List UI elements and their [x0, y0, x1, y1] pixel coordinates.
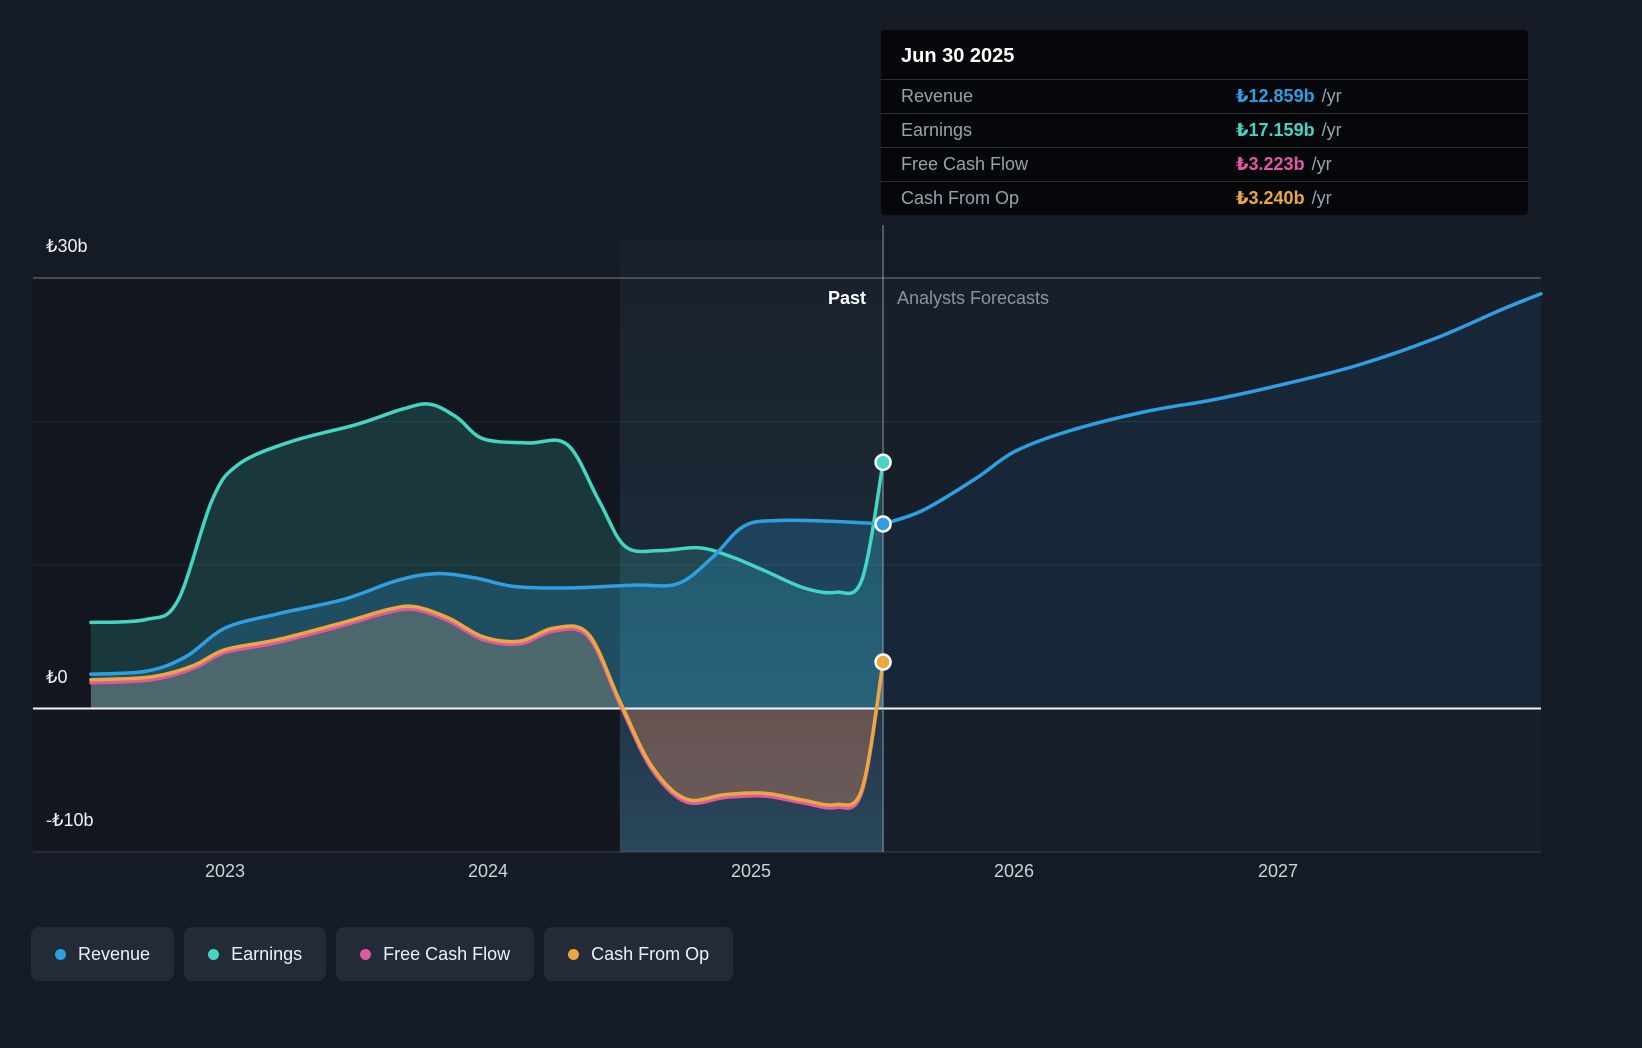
tooltip-revenue-label: Revenue — [901, 86, 974, 106]
past-zone-label: Past — [827, 288, 866, 308]
series-line-cash-from-op — [89, 604, 885, 807]
series-area-cash-from-op — [90, 606, 884, 806]
x-axis-label-2026: 2026 — [993, 861, 1035, 881]
tooltip-revenue-value: ₺12.859b — [1236, 86, 1315, 106]
forecast-zone-label: Analysts Forecasts — [897, 288, 1050, 308]
legend-item-free-cash-flow[interactable]: Free Cash Flow — [336, 927, 535, 981]
tooltip-revenue-suffix: /yr — [1321, 86, 1342, 106]
y-axis-label-0: ₺0 — [46, 667, 68, 687]
tooltip-cashop-suffix: /yr — [1311, 188, 1332, 208]
marker-cash-from-op[interactable] — [874, 653, 892, 671]
legend-item-cash-from-op[interactable]: Cash From Op — [544, 927, 734, 981]
x-axis-label-2024: 2024 — [467, 861, 509, 881]
past-region-bg — [33, 278, 620, 852]
series-area-revenue — [90, 520, 884, 709]
series-line-free-cash-flow — [89, 607, 885, 810]
series-line-earnings — [89, 402, 885, 625]
free-cash-flow-dot-icon — [360, 948, 372, 960]
y-axis-label-neg10b: -₺10b — [46, 810, 94, 830]
tooltip-earnings-suffix: /yr — [1321, 120, 1342, 140]
tooltip-row-earnings: Earnings ₺17.159b /yr — [881, 113, 1528, 147]
x-axis-label-2025: 2025 — [730, 861, 772, 881]
revenue-dot-icon — [55, 948, 66, 960]
tooltip-fcf-suffix: /yr — [1311, 154, 1332, 174]
tooltip-cashop-value: ₺3.240b — [1236, 188, 1305, 208]
series-area-revenue-forecast — [883, 293, 1541, 709]
series-area-earnings — [90, 403, 884, 709]
tooltip-row-revenue: Revenue ₺12.859b /yr — [881, 79, 1528, 113]
marker-revenue[interactable] — [874, 515, 892, 533]
x-axis-label-2023: 2023 — [204, 861, 246, 881]
cash-from-op-dot-icon — [568, 948, 580, 960]
highlight-band — [619, 240, 884, 852]
earnings-dot-icon — [208, 948, 220, 960]
y-axis-label-30b: ₺30b — [46, 236, 88, 256]
tooltip-row-free-cash-flow: Free Cash Flow ₺3.223b /yr — [881, 147, 1528, 181]
chart-legend: Revenue Earnings Free Cash Flow Cash Fro… — [31, 927, 734, 981]
tooltip-fcf-label: Free Cash Flow — [901, 154, 1029, 174]
tooltip-row-cash-from-op: Cash From Op ₺3.240b /yr — [881, 181, 1528, 215]
tooltip-earnings-value: ₺17.159b — [1236, 120, 1315, 140]
x-axis-label-2027: 2027 — [1257, 861, 1299, 881]
series-line-revenue — [89, 518, 885, 676]
tooltip-earnings-label: Earnings — [901, 120, 973, 140]
tooltip-date: Jun 30 2025 — [901, 45, 1015, 67]
legend-item-earnings[interactable]: Earnings — [184, 927, 327, 981]
legend-earnings-label: Earnings — [231, 943, 303, 964]
tooltip-cashop-label: Cash From Op — [901, 188, 1020, 208]
legend-revenue-label: Revenue — [78, 943, 151, 964]
legend-free-cash-flow-label: Free Cash Flow — [383, 943, 511, 964]
forecast-region-bg — [883, 278, 1541, 852]
series-line-revenue-forecast — [881, 292, 1543, 526]
series-area-free-cash-flow — [90, 608, 884, 809]
chart-tooltip: Jun 30 2025 Revenue ₺12.859b /yr Earning… — [881, 30, 1528, 215]
legend-item-revenue[interactable]: Revenue — [31, 927, 175, 981]
tooltip-fcf-value: ₺3.223b — [1236, 154, 1305, 174]
marker-earnings[interactable] — [874, 453, 892, 472]
legend-cash-from-op-label: Cash From Op — [591, 943, 710, 964]
